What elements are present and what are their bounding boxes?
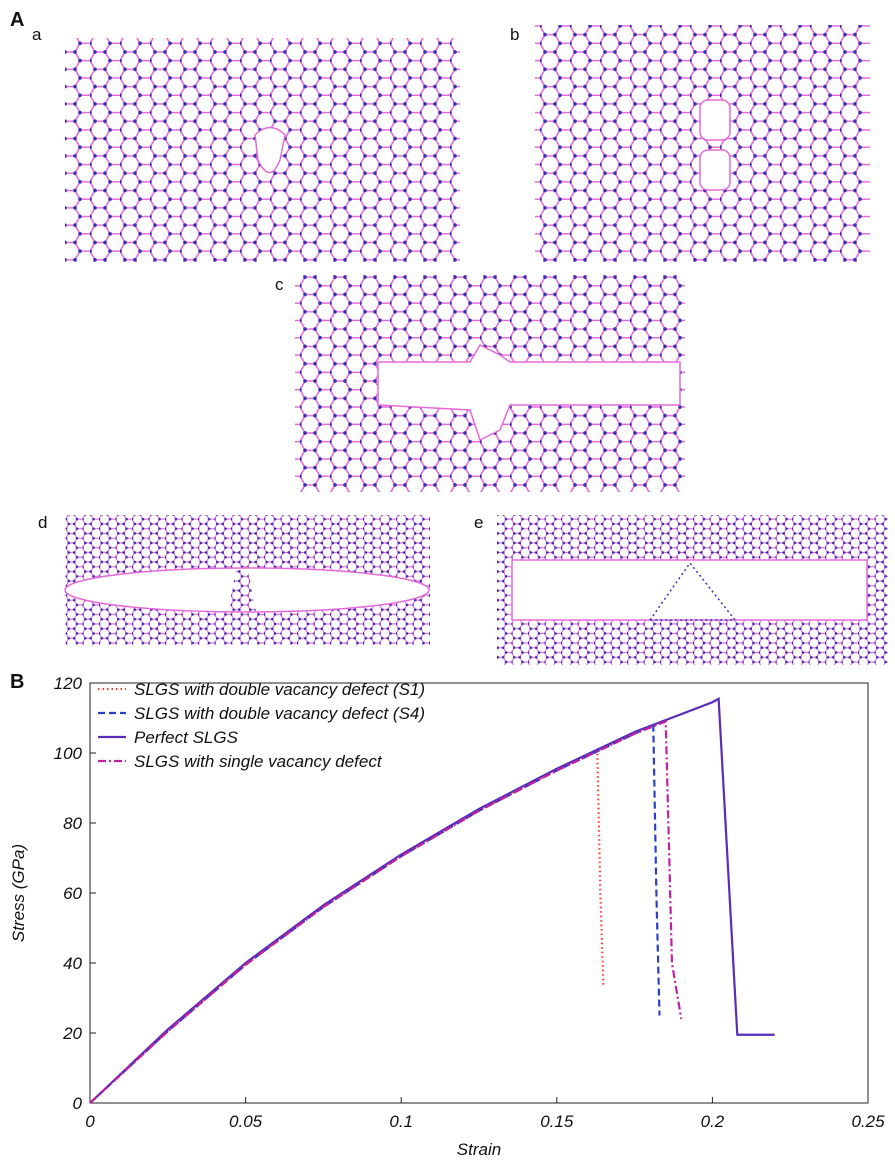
legend-label: SLGS with double vacancy defect (S4) bbox=[134, 704, 425, 723]
x-tick-label: 0.25 bbox=[851, 1112, 885, 1131]
x-tick-label: 0.15 bbox=[540, 1112, 574, 1131]
y-tick-label: 20 bbox=[62, 1024, 82, 1043]
y-tick-label: 120 bbox=[54, 674, 83, 693]
panel-label: c bbox=[275, 275, 284, 294]
panel-label: e bbox=[474, 513, 483, 532]
figure: A a b c d e B Strain Stress (GPa) 0 0.05 0… bbox=[0, 0, 895, 1165]
lattice-a bbox=[65, 38, 460, 262]
series-line bbox=[90, 750, 603, 1104]
lattice-d bbox=[65, 515, 430, 645]
y-tick-label: 40 bbox=[63, 954, 82, 973]
series-line bbox=[90, 722, 681, 1104]
lattice-c bbox=[295, 275, 685, 492]
y-tick-label: 0 bbox=[73, 1094, 83, 1113]
x-tick-label: 0.1 bbox=[389, 1112, 413, 1131]
x-tick-label: 0.2 bbox=[701, 1112, 725, 1131]
lattice-e bbox=[497, 515, 888, 665]
legend-label: SLGS with double vacancy defect (S1) bbox=[134, 680, 425, 699]
series-line bbox=[90, 725, 659, 1103]
y-axis-label: Stress (GPa) bbox=[9, 844, 28, 942]
x-axis-label: Strain bbox=[457, 1140, 501, 1159]
y-tick-label: 80 bbox=[63, 814, 82, 833]
x-tick-label: 0 bbox=[85, 1112, 95, 1131]
lattice-b bbox=[535, 25, 870, 262]
y-tick-label: 60 bbox=[63, 884, 82, 903]
legend-label: Perfect SLGS bbox=[134, 728, 239, 747]
panel-label: d bbox=[38, 513, 47, 532]
panel-label: A bbox=[10, 9, 24, 31]
panel-label: a bbox=[32, 25, 42, 44]
panel-label: b bbox=[510, 25, 519, 44]
x-tick-label: 0.05 bbox=[229, 1112, 263, 1131]
panel-label: B bbox=[10, 671, 24, 693]
legend-label: SLGS with single vacancy defect bbox=[134, 752, 383, 771]
y-tick-label: 100 bbox=[54, 744, 83, 763]
